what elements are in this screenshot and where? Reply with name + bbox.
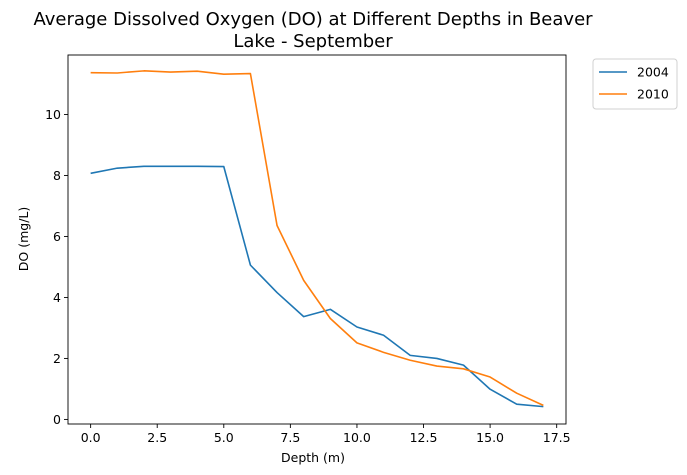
y-axis-ticks: 0 2 4 6 8 10 [45,107,68,427]
series-lines [90,70,544,408]
x-tick-label: 15.0 [476,430,504,445]
legend-label: 2004 [637,65,669,80]
series-line-2004 [90,165,544,408]
chart-title-line-1: Average Dissolved Oxygen (DO) at Differe… [33,9,593,30]
y-tick-label: 2 [53,351,61,366]
chart-title-line-2: Lake - September [233,31,393,52]
x-tick-label: 5.0 [214,430,234,445]
legend: 2004 2010 [592,58,678,110]
y-tick-label: 4 [53,290,61,305]
x-tick-label: 0.0 [81,430,101,445]
y-axis-label: DO (mg/L) [16,207,31,271]
plot-frame [67,54,567,425]
y-tick-label: 10 [45,107,61,122]
plot-area [67,54,567,425]
y-tick-label: 8 [53,168,61,183]
x-tick-label: 7.5 [280,430,300,445]
legend-label: 2010 [637,87,669,102]
x-tick-label: 12.5 [410,430,438,445]
x-axis-label: Depth (m) [281,450,345,465]
x-tick-label: 10.0 [343,430,371,445]
x-tick-label: 2.5 [147,430,167,445]
y-tick-label: 0 [53,412,61,427]
y-tick-label: 6 [53,229,61,244]
x-axis-ticks: 0.0 2.5 5.0 7.5 10.0 12.5 15.0 17.5 [81,424,571,445]
series-line-2010 [90,70,544,407]
x-tick-label: 17.5 [543,430,571,445]
